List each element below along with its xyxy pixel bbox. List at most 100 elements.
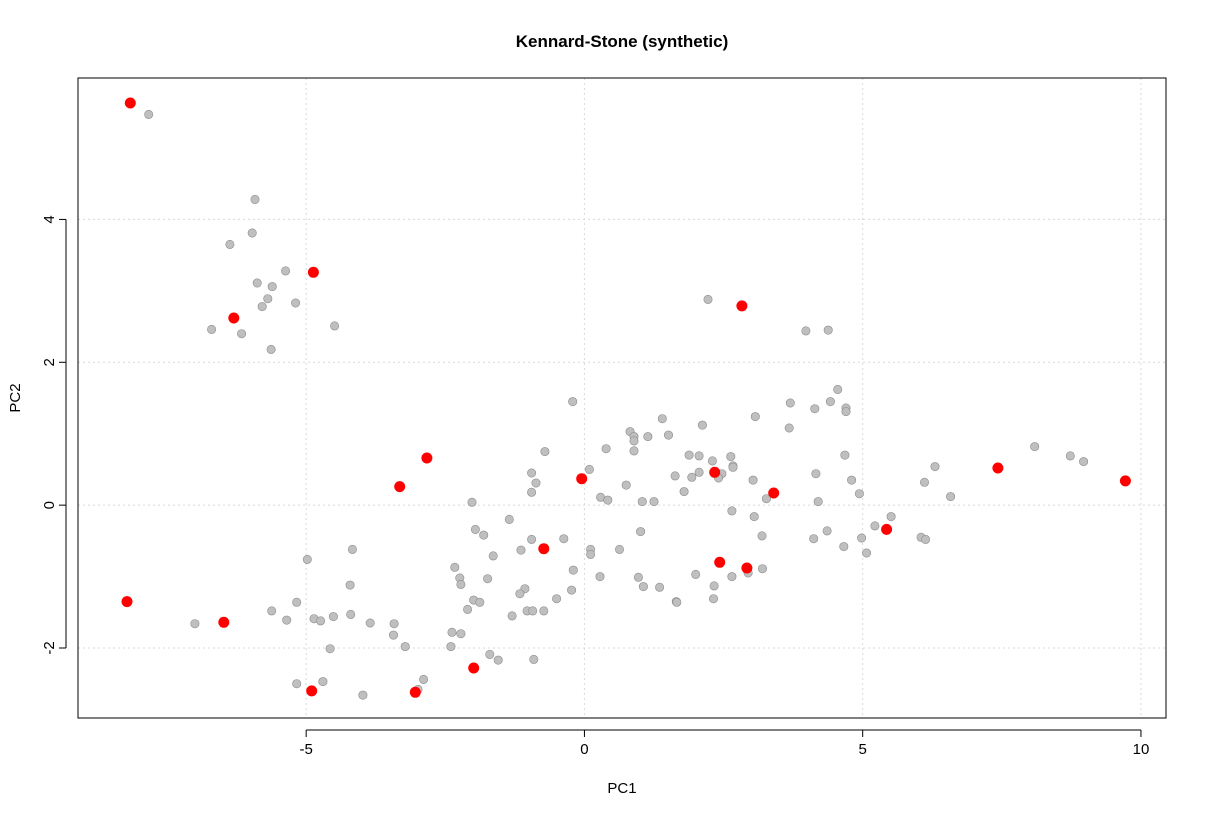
background-point-38 <box>726 452 736 462</box>
background-point-12 <box>237 329 247 339</box>
background-point-14 <box>568 397 578 407</box>
background-point-79 <box>479 530 489 540</box>
background-point-43 <box>728 462 738 472</box>
y-tick-label-1: 0 <box>41 501 58 509</box>
background-point-66 <box>649 497 659 507</box>
background-point-116 <box>475 597 485 607</box>
selected-point-18 <box>992 462 1004 474</box>
x-axis: -5 0 5 10 <box>300 729 1149 758</box>
background-point-106 <box>345 580 355 590</box>
selected-point-15 <box>741 562 753 574</box>
background-point-98 <box>527 534 537 544</box>
background-point-35 <box>540 447 550 457</box>
x-axis-label: PC1 <box>607 780 636 797</box>
background-point-105 <box>456 579 466 589</box>
background-point-10 <box>330 321 340 331</box>
background-point-26 <box>697 420 707 430</box>
selected-point-4 <box>218 616 230 628</box>
background-point-125 <box>267 606 277 616</box>
y-tick-label-2: 2 <box>41 358 58 366</box>
background-point-133 <box>389 619 399 629</box>
background-point-88 <box>516 545 526 555</box>
background-point-143 <box>529 654 539 664</box>
background-point-81 <box>809 534 819 544</box>
selected-point-13 <box>714 556 726 568</box>
background-point-65 <box>637 497 647 507</box>
background-point-40 <box>707 456 717 466</box>
background-point-131 <box>316 616 326 626</box>
background-point-69 <box>467 497 477 507</box>
background-point-148 <box>358 690 368 700</box>
background-point-108 <box>638 582 648 592</box>
background-point-134 <box>365 618 375 628</box>
background-point-64 <box>946 492 956 502</box>
background-point-111 <box>709 581 719 591</box>
background-point-32 <box>629 436 639 446</box>
grid <box>78 78 1166 718</box>
background-point-44 <box>584 464 594 474</box>
background-point-6 <box>267 282 277 292</box>
selected-point-3 <box>228 312 240 324</box>
background-point-2 <box>247 228 257 238</box>
background-point-57 <box>531 478 541 488</box>
selected-point-14 <box>736 300 748 312</box>
background-point-84 <box>921 534 931 544</box>
background-point-0 <box>144 109 154 119</box>
background-point-20 <box>785 398 795 408</box>
data-points <box>121 97 1131 700</box>
selected-point-1 <box>121 596 133 608</box>
selected-point-9 <box>468 662 480 674</box>
background-point-146 <box>318 677 328 687</box>
background-point-102 <box>691 569 701 579</box>
background-point-121 <box>463 604 473 614</box>
background-point-119 <box>708 594 718 604</box>
background-point-13 <box>266 344 276 354</box>
background-point-33 <box>601 444 611 454</box>
background-point-144 <box>419 674 429 684</box>
background-point-3 <box>225 239 235 249</box>
background-point-1 <box>250 194 260 204</box>
background-point-112 <box>567 585 577 595</box>
selected-point-10 <box>538 543 550 555</box>
y-axis-label: PC2 <box>7 383 24 412</box>
background-point-127 <box>328 612 338 622</box>
selected-point-11 <box>576 473 588 485</box>
background-point-37 <box>694 451 704 461</box>
selected-point-0 <box>124 97 136 109</box>
background-point-11 <box>207 324 217 334</box>
background-point-34 <box>629 446 639 456</box>
background-point-68 <box>813 497 823 507</box>
background-point-73 <box>886 512 896 522</box>
background-point-97 <box>568 565 578 575</box>
background-point-90 <box>614 544 624 554</box>
background-point-80 <box>757 531 767 541</box>
background-point-36 <box>684 450 694 460</box>
background-point-70 <box>527 468 537 478</box>
y-tick-label-3: 4 <box>41 215 58 223</box>
selected-point-8 <box>409 686 421 698</box>
selected-point-7 <box>421 452 433 464</box>
background-point-67 <box>761 494 771 504</box>
plot-frame <box>77 77 1167 719</box>
background-point-132 <box>190 619 200 629</box>
background-point-61 <box>854 489 864 499</box>
background-point-93 <box>488 551 498 561</box>
background-point-100 <box>595 572 605 582</box>
background-point-96 <box>757 564 767 574</box>
background-point-50 <box>811 469 821 479</box>
background-point-46 <box>670 471 680 481</box>
background-point-138 <box>400 642 410 652</box>
background-point-76 <box>470 524 480 534</box>
background-point-142 <box>493 655 503 665</box>
background-point-118 <box>672 597 682 607</box>
selected-point-5 <box>306 685 318 697</box>
background-point-4 <box>252 278 262 288</box>
background-point-25 <box>657 414 667 424</box>
selected-point-2 <box>307 266 319 278</box>
background-point-52 <box>1065 451 1075 461</box>
background-point-74 <box>504 514 514 524</box>
background-point-130 <box>282 615 292 625</box>
background-point-87 <box>347 544 357 554</box>
background-point-145 <box>292 679 302 689</box>
